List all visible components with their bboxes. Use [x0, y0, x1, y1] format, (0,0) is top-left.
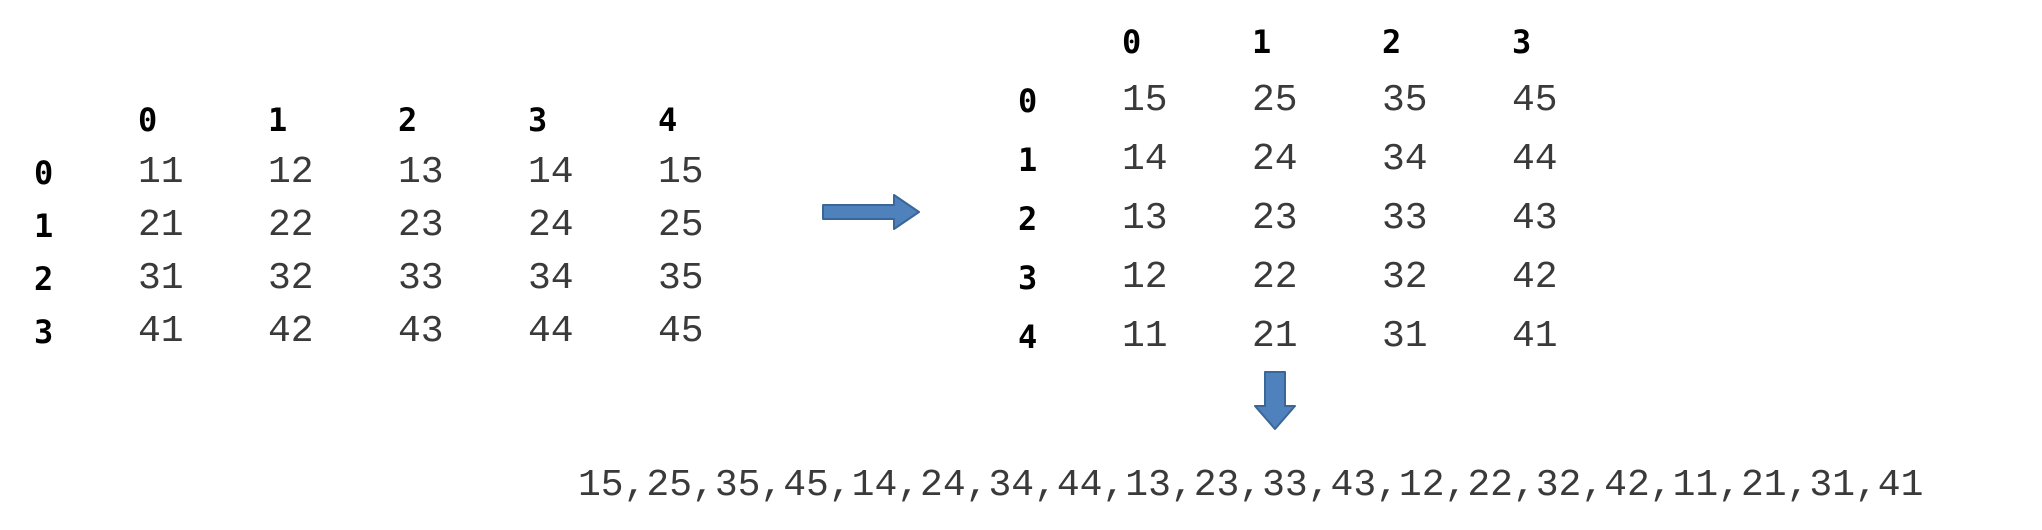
right-matrix: 0 1 2 3 0 15 25 35 45 1 14 24 34 44 2 13 23 33 43 3 12 22 32 42… [1018, 12, 1642, 366]
matrix-cell: 43 [1512, 197, 1558, 240]
matrix-cell: 33 [1382, 197, 1428, 240]
down-arrow-icon [1254, 371, 1296, 430]
row-header: 3 [34, 312, 54, 351]
matrix-cell: 25 [1252, 79, 1298, 122]
matrix-cell: 24 [1252, 138, 1298, 181]
matrix-cell: 44 [528, 310, 574, 353]
row-header: 0 [1018, 81, 1038, 120]
matrix-cell: 22 [1252, 256, 1298, 299]
matrix-cell: 44 [1512, 138, 1558, 181]
column-header: 4 [658, 100, 678, 139]
matrix-cell: 12 [268, 151, 314, 194]
row-header: 2 [1018, 199, 1038, 238]
row-header: 1 [34, 206, 54, 245]
matrix-cell: 24 [528, 204, 574, 247]
matrix-cell: 45 [658, 310, 704, 353]
column-header: 2 [398, 100, 418, 139]
column-header: 3 [1512, 22, 1532, 61]
matrix-cell: 32 [1382, 256, 1428, 299]
matrix-cell: 23 [398, 204, 444, 247]
matrix-cell: 31 [138, 257, 184, 300]
matrix-cell: 25 [658, 204, 704, 247]
matrix-cell: 22 [268, 204, 314, 247]
matrix-cell: 32 [268, 257, 314, 300]
matrix-cell: 41 [138, 310, 184, 353]
matrix-cell: 42 [1512, 256, 1558, 299]
right-arrow-icon [822, 194, 920, 230]
left-matrix: 0 1 2 3 4 0 11 12 13 14 15 1 21 22 23 24 25 2 31 32 33 34 35 3 4… [34, 93, 788, 358]
matrix-cell: 12 [1122, 256, 1168, 299]
column-header: 1 [1252, 22, 1272, 61]
matrix-cell: 23 [1252, 197, 1298, 240]
matrix-cell: 35 [658, 257, 704, 300]
row-header: 4 [1018, 317, 1038, 356]
matrix-cell: 34 [528, 257, 574, 300]
column-header: 0 [1122, 22, 1142, 61]
matrix-cell: 15 [1122, 79, 1168, 122]
matrix-cell: 14 [1122, 138, 1168, 181]
matrix-cell: 13 [398, 151, 444, 194]
matrix-cell: 15 [658, 151, 704, 194]
matrix-cell: 11 [138, 151, 184, 194]
column-header: 0 [138, 100, 158, 139]
matrix-cell: 11 [1122, 315, 1168, 358]
column-header: 3 [528, 100, 548, 139]
result-sequence: 15,25,35,45,14,24,34,44,13,23,33,43,12,2… [578, 464, 1924, 507]
column-header: 2 [1382, 22, 1402, 61]
row-header: 0 [34, 153, 54, 192]
matrix-cell: 21 [1252, 315, 1298, 358]
matrix-cell: 14 [528, 151, 574, 194]
matrix-cell: 33 [398, 257, 444, 300]
matrix-cell: 35 [1382, 79, 1428, 122]
row-header: 3 [1018, 258, 1038, 297]
matrix-cell: 41 [1512, 315, 1558, 358]
matrix-cell: 43 [398, 310, 444, 353]
matrix-cell: 45 [1512, 79, 1558, 122]
matrix-cell: 42 [268, 310, 314, 353]
row-header: 2 [34, 259, 54, 298]
matrix-cell: 21 [138, 204, 184, 247]
row-header: 1 [1018, 140, 1038, 179]
matrix-cell: 31 [1382, 315, 1428, 358]
column-header: 1 [268, 100, 288, 139]
matrix-cell: 34 [1382, 138, 1428, 181]
matrix-cell: 13 [1122, 197, 1168, 240]
